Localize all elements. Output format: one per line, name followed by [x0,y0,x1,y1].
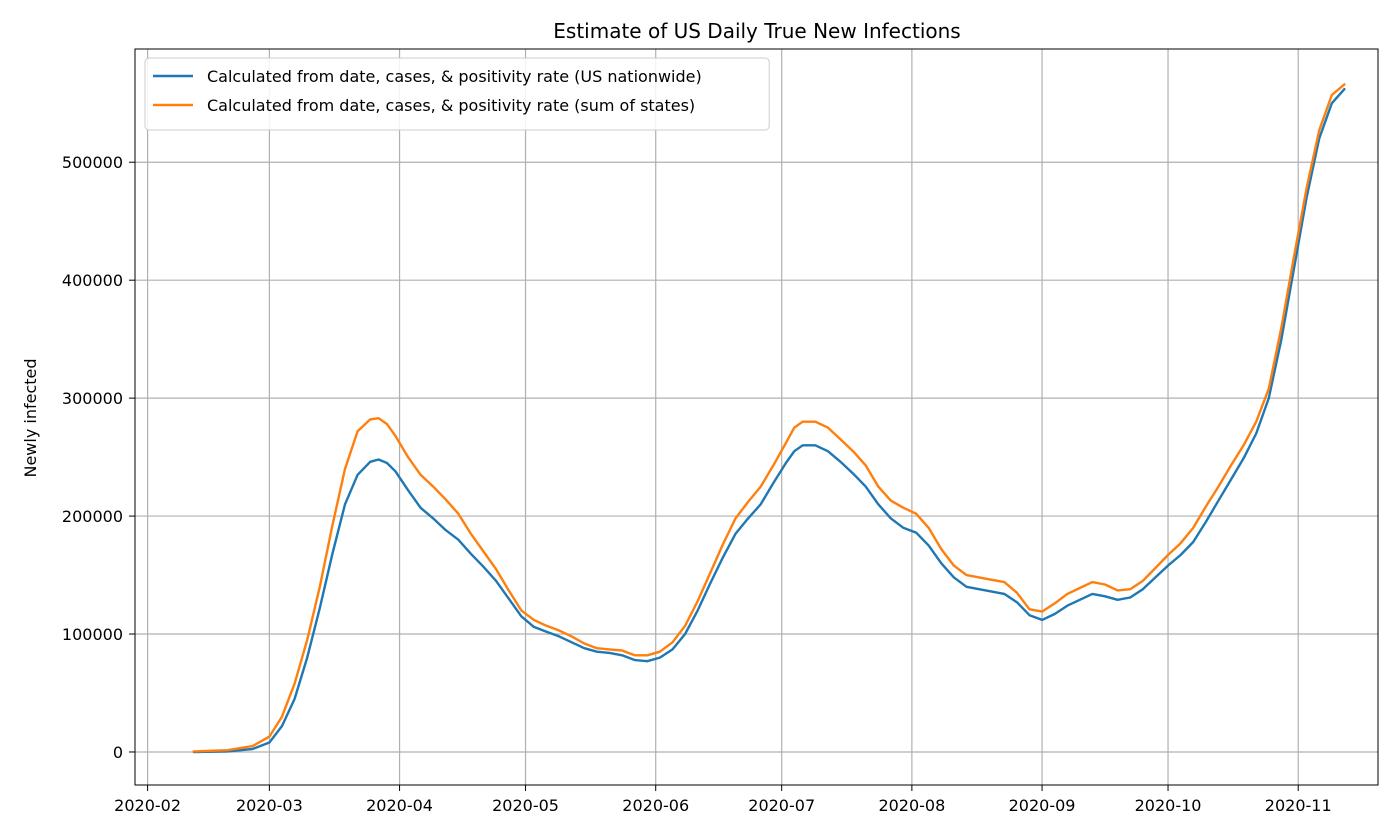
x-tick-label: 2020-10 [1135,796,1202,815]
x-tick-label: 2020-06 [622,796,689,815]
x-tick-label: 2020-09 [1009,796,1076,815]
y-tick-label: 0 [113,743,123,762]
legend[interactable]: Calculated from date, cases, & positivit… [144,57,770,131]
y-axis: 0 100000 200000 300000 400000 500000 [62,153,135,762]
x-tick-label: 2020-08 [878,796,945,815]
x-tick-label: 2020-04 [366,796,433,815]
x-tick-label: 2020-07 [748,796,815,815]
chart-title: Estimate of US Daily True New Infections [553,19,960,43]
y-tick-label: 500000 [62,153,123,172]
y-tick-label: 300000 [62,389,123,408]
legend-box [144,57,770,131]
y-tick-label: 200000 [62,507,123,526]
legend-entry-label: Calculated from date, cases, & positivit… [207,96,695,115]
grid [135,49,1378,785]
y-tick-label: 400000 [62,271,123,290]
plot-frame [134,48,1379,786]
y-tick-label: 100000 [62,625,123,644]
x-tick-label: 2020-11 [1265,796,1332,815]
x-tick-label: 2020-05 [492,796,559,815]
x-axis: 2020-02 2020-03 2020-04 2020-05 2020-06 2020-… [114,785,1332,815]
series-line-1 [192,83,1346,753]
x-tick-label: 2020-03 [236,796,303,815]
x-tick-label: 2020-02 [114,796,181,815]
y-axis-label: Newly infected [21,358,40,477]
legend-entry-label: Calculated from date, cases, & positivit… [207,67,702,86]
series-line-0 [192,87,1346,754]
series-lines [192,83,1346,754]
